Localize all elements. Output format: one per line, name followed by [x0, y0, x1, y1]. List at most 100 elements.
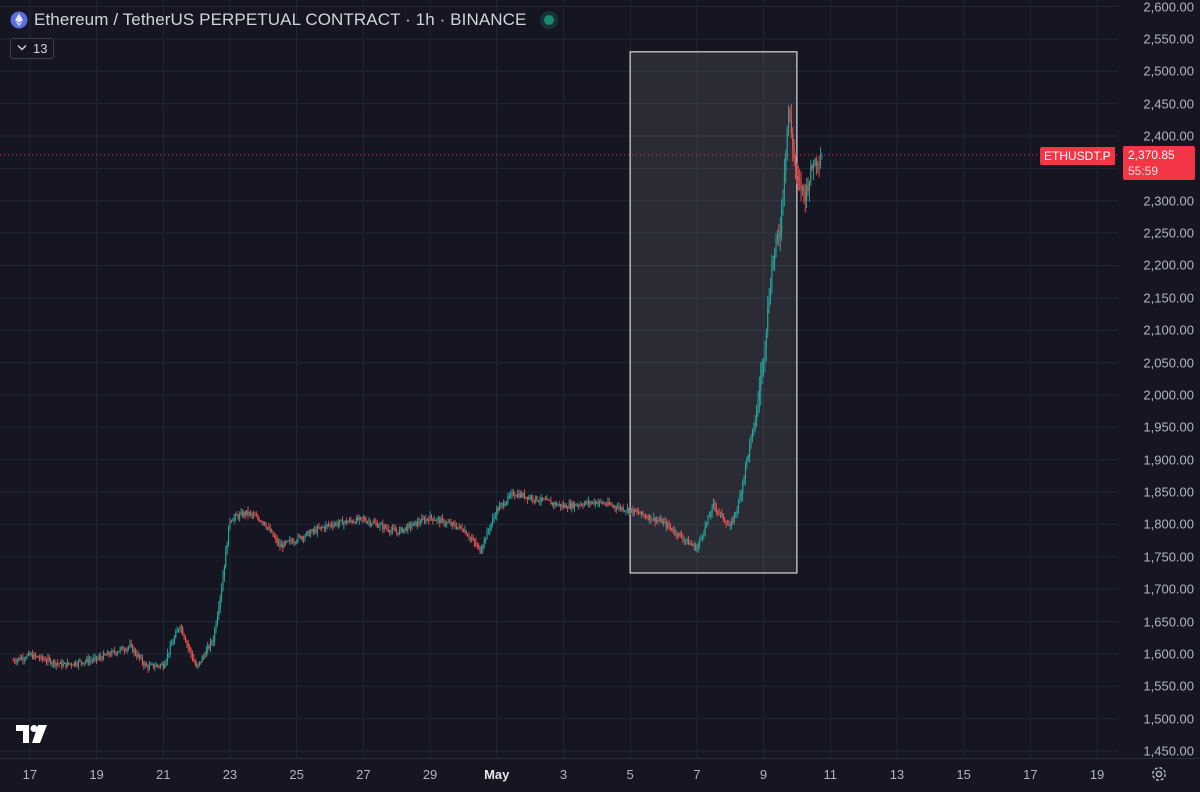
candle: [458, 522, 460, 531]
candle-body: [186, 641, 188, 644]
candle-body: [765, 331, 767, 349]
candle-body: [814, 158, 816, 167]
candle-body: [379, 524, 381, 527]
candle: [341, 516, 344, 526]
candle-body: [239, 513, 241, 519]
candle: [589, 500, 591, 509]
candle-body: [444, 523, 446, 525]
candle-body: [539, 501, 541, 502]
candle-body: [690, 543, 692, 545]
candle-body: [69, 663, 71, 665]
candle: [644, 513, 646, 520]
candle-body: [275, 537, 277, 539]
candle: [144, 660, 146, 669]
candle: [115, 651, 117, 657]
symbol-title[interactable]: Ethereum / TetherUS PERPETUAL CONTRACT ·…: [34, 10, 527, 29]
price-tick-label: 1,500.00: [1143, 711, 1194, 727]
candle-body: [84, 661, 86, 663]
time-axis[interactable]: 17 19 21 23 25 27 29 May 3 5 7 9 11 13 15 17 19: [0, 758, 1200, 792]
candle: [403, 528, 405, 534]
candle: [150, 662, 152, 666]
candle-body: [437, 518, 439, 520]
candle-body: [525, 496, 527, 498]
candle: [512, 489, 514, 497]
candle: [542, 497, 544, 502]
candle: [572, 500, 574, 510]
candle-body: [134, 650, 137, 655]
candle-body: [166, 653, 168, 661]
candle: [39, 654, 41, 662]
candle-body: [651, 519, 653, 521]
candle-body: [658, 520, 660, 522]
candle: [29, 651, 31, 656]
candle-body: [64, 662, 66, 664]
candle: [139, 653, 141, 662]
candle: [289, 536, 291, 545]
candle-body: [40, 655, 42, 659]
gear-icon[interactable]: [1149, 764, 1169, 784]
candle: [219, 594, 221, 614]
candle: [604, 502, 606, 507]
candle-body: [251, 513, 253, 516]
candle-body: [237, 515, 239, 519]
candle-body: [543, 499, 545, 501]
highlight-rectangle[interactable]: [629, 51, 798, 574]
candle: [158, 664, 160, 669]
chart-area[interactable]: [0, 0, 1118, 758]
candle-body: [476, 545, 478, 546]
candle: [104, 652, 106, 656]
candle: [461, 523, 463, 532]
price-tick-label: 2,600.00: [1143, 0, 1194, 14]
candle: [51, 661, 53, 668]
candle-body: [212, 640, 214, 642]
candle-body: [296, 540, 298, 543]
candle-body: [426, 518, 428, 520]
candle-body: [668, 523, 670, 527]
candle-body: [656, 520, 658, 522]
candle: [440, 516, 442, 524]
candle: [498, 501, 501, 511]
indicators-toggle-button[interactable]: 13: [10, 38, 55, 59]
candle-body: [126, 648, 128, 651]
tradingview-logo[interactable]: [16, 725, 50, 748]
candle: [668, 519, 670, 531]
candle: [108, 651, 110, 659]
candle: [687, 535, 690, 545]
candle: [337, 518, 339, 529]
candle: [717, 510, 719, 517]
candle: [583, 500, 585, 508]
candle-body: [233, 517, 235, 521]
candle-body: [190, 649, 192, 654]
candle: [578, 503, 580, 510]
candle-body: [151, 663, 153, 665]
candle: [522, 492, 524, 499]
candle-body: [283, 541, 285, 548]
candle-body: [694, 544, 697, 551]
candle-body: [164, 664, 166, 668]
candle-body: [458, 525, 460, 528]
candle: [819, 146, 822, 169]
candle: [176, 626, 178, 633]
candle-body: [265, 525, 267, 528]
candle-body: [544, 499, 546, 501]
candle-body: [229, 520, 231, 528]
candle: [597, 498, 599, 508]
candle: [653, 512, 655, 522]
candle: [293, 538, 295, 547]
candle: [125, 647, 127, 652]
candle: [519, 490, 521, 499]
candle: [114, 646, 116, 656]
candle: [318, 522, 320, 530]
candle-body: [457, 527, 459, 529]
candle: [651, 519, 653, 521]
candle-body: [415, 521, 417, 526]
price-axis[interactable]: 2,600.00 2,550.00 2,500.00 2,450.00 2,400.00…: [1118, 0, 1200, 759]
candle-body: [464, 530, 466, 532]
candlestick-chart[interactable]: [0, 0, 1118, 758]
candle: [585, 500, 587, 506]
candle-body: [216, 615, 218, 625]
candle-body: [141, 657, 143, 663]
candle-body: [390, 530, 392, 533]
candle: [218, 601, 220, 621]
candle-body: [189, 646, 191, 650]
